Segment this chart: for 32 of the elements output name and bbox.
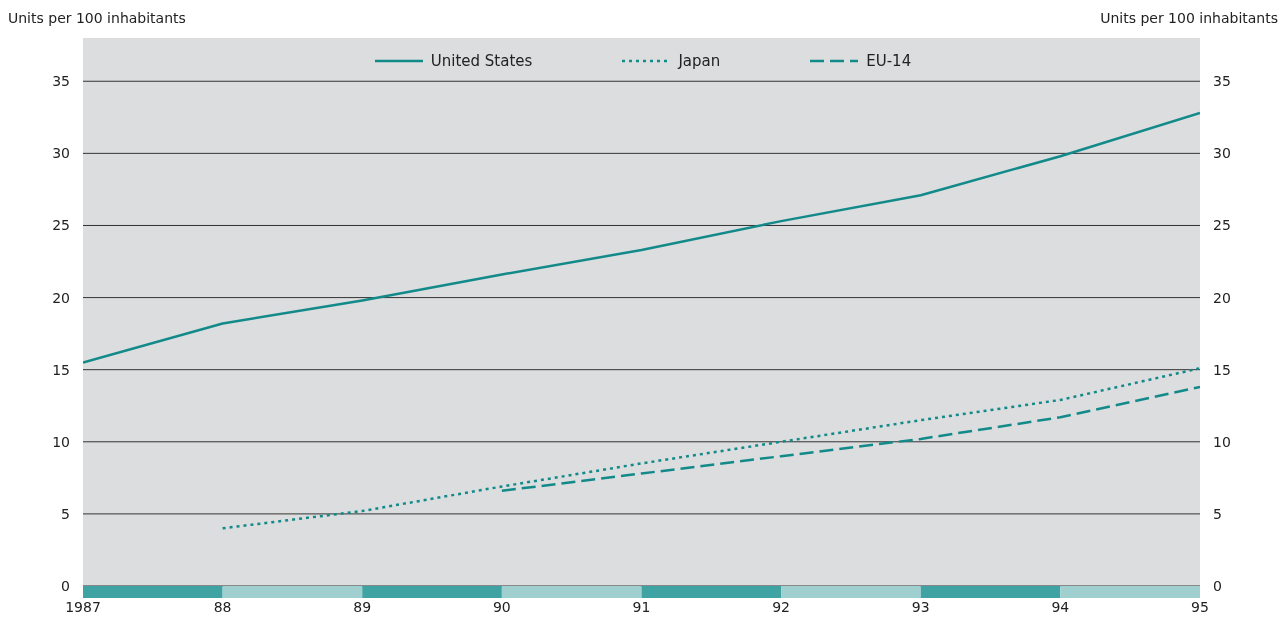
y-axis-title: Units per 100 inhabitants — [8, 10, 186, 26]
x-tick-label: 91 — [632, 598, 651, 615]
y-tick-label: 15 — [52, 361, 70, 378]
y-tick-label: 30 — [52, 145, 70, 162]
y2-tick-label: 15 — [1213, 361, 1231, 378]
x-tick-label: 92 — [772, 598, 791, 615]
x-tick-label: 90 — [492, 598, 511, 615]
y-tick-label: 25 — [52, 217, 70, 234]
legend-label: United States — [430, 52, 533, 70]
y-tick-label: 5 — [61, 505, 70, 522]
x-tick-label: 95 — [1191, 598, 1209, 615]
x-tick-label: 88 — [213, 598, 232, 615]
y-tick-label: 10 — [52, 433, 70, 450]
x-tick-label: 89 — [353, 598, 372, 615]
y-tick-label: 0 — [61, 577, 70, 594]
x-tick-label: 1987 — [65, 598, 101, 615]
legend-label: Japan — [678, 52, 721, 70]
y2-axis-title: Units per 100 inhabitants — [1100, 10, 1278, 26]
y2-tick-label: 0 — [1213, 577, 1222, 594]
x-tick-label: 93 — [911, 598, 930, 615]
y2-tick-label: 5 — [1213, 505, 1222, 522]
y2-tick-label: 20 — [1213, 289, 1231, 306]
line-series — [83, 111, 1200, 364]
y-tick-label: 20 — [52, 289, 70, 306]
y-tick-label: 35 — [52, 73, 70, 90]
y2-tick-label: 35 — [1213, 73, 1231, 90]
line-series — [221, 366, 1200, 530]
x-tick-label: 94 — [1051, 598, 1070, 615]
y2-tick-label: 10 — [1213, 433, 1231, 450]
y2-tick-label: 25 — [1213, 217, 1231, 234]
legend-label: EU-14 — [866, 52, 912, 70]
y2-tick-label: 30 — [1213, 145, 1231, 162]
